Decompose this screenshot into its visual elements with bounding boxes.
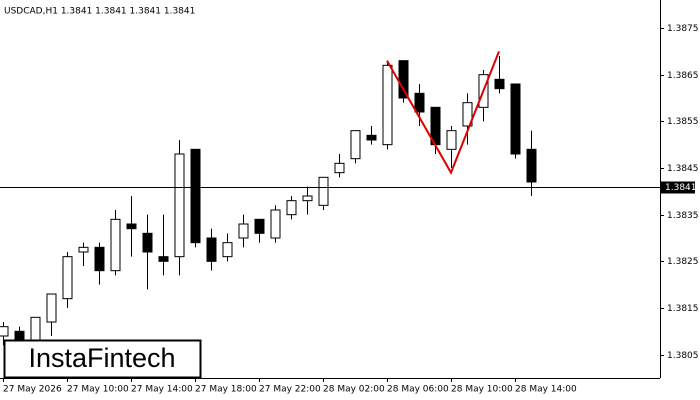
- candle-body: [350, 130, 361, 160]
- x-tick-label: 28 May 10:00: [451, 385, 513, 395]
- watermark-box: [3, 339, 202, 379]
- candle-body: [110, 218, 121, 272]
- y-tick-label: 1.3845: [667, 164, 699, 174]
- pattern-line: [386, 50, 500, 175]
- candle-body: [206, 237, 217, 262]
- candle-body: [158, 256, 169, 262]
- candle-body: [46, 293, 57, 323]
- x-tick-label: 27 May 14:00: [131, 385, 193, 395]
- y-tick-label: 1.3805: [667, 351, 699, 361]
- candle-body: [462, 102, 473, 127]
- plot-area: [0, 56, 537, 350]
- x-tick-label: 27 May 22:00: [259, 385, 321, 395]
- x-tick-label: 27 May 2026: [3, 385, 62, 395]
- last-price-label: 1.3841: [665, 183, 697, 193]
- candle-body: [446, 130, 457, 150]
- candle-body: [270, 209, 281, 239]
- x-tick-label: 27 May 10:00: [67, 385, 129, 395]
- candle-body: [494, 78, 505, 90]
- x-tick-label: 28 May 02:00: [323, 385, 385, 395]
- candle-body: [382, 64, 393, 146]
- x-tick-label: 28 May 06:00: [387, 385, 449, 395]
- candle-body: [30, 316, 41, 342]
- y-tick-label: 1.3865: [667, 71, 699, 81]
- watermark: InstaFintech: [28, 343, 175, 373]
- candle-body: [222, 242, 233, 258]
- candle-body: [302, 195, 313, 202]
- candle-body: [286, 200, 297, 216]
- candle-body: [254, 218, 265, 234]
- candle-body: [78, 246, 89, 253]
- candle-body: [174, 153, 185, 258]
- y-tick-label: 1.3875: [667, 24, 699, 34]
- y-tick-label: 1.3835: [667, 211, 699, 221]
- candle-body: [142, 232, 153, 253]
- last-price-box: [661, 181, 695, 194]
- candle-body: [0, 326, 9, 337]
- candle-body: [398, 60, 409, 99]
- candle-body: [62, 256, 73, 300]
- chart-title: USDCAD,H1 1.3841 1.3841 1.3841 1.3841: [4, 7, 195, 17]
- candle-body: [526, 148, 537, 183]
- x-tick-label: 28 May 14:00: [515, 385, 577, 395]
- candle-body: [94, 246, 105, 272]
- candle-body: [414, 92, 425, 113]
- y-tick-label: 1.3815: [667, 304, 699, 314]
- candle-body: [334, 162, 345, 174]
- y-tick-label: 1.3855: [667, 117, 699, 127]
- candle-body: [190, 148, 201, 244]
- candle-body: [238, 223, 249, 239]
- candle-body: [14, 330, 25, 342]
- y-tick-label: 1.3825: [667, 257, 699, 267]
- candle-body: [318, 176, 329, 206]
- candle-body: [126, 223, 137, 230]
- candle-body: [510, 83, 521, 155]
- candle-body: [366, 134, 377, 141]
- x-tick-label: 27 May 18:00: [195, 385, 257, 395]
